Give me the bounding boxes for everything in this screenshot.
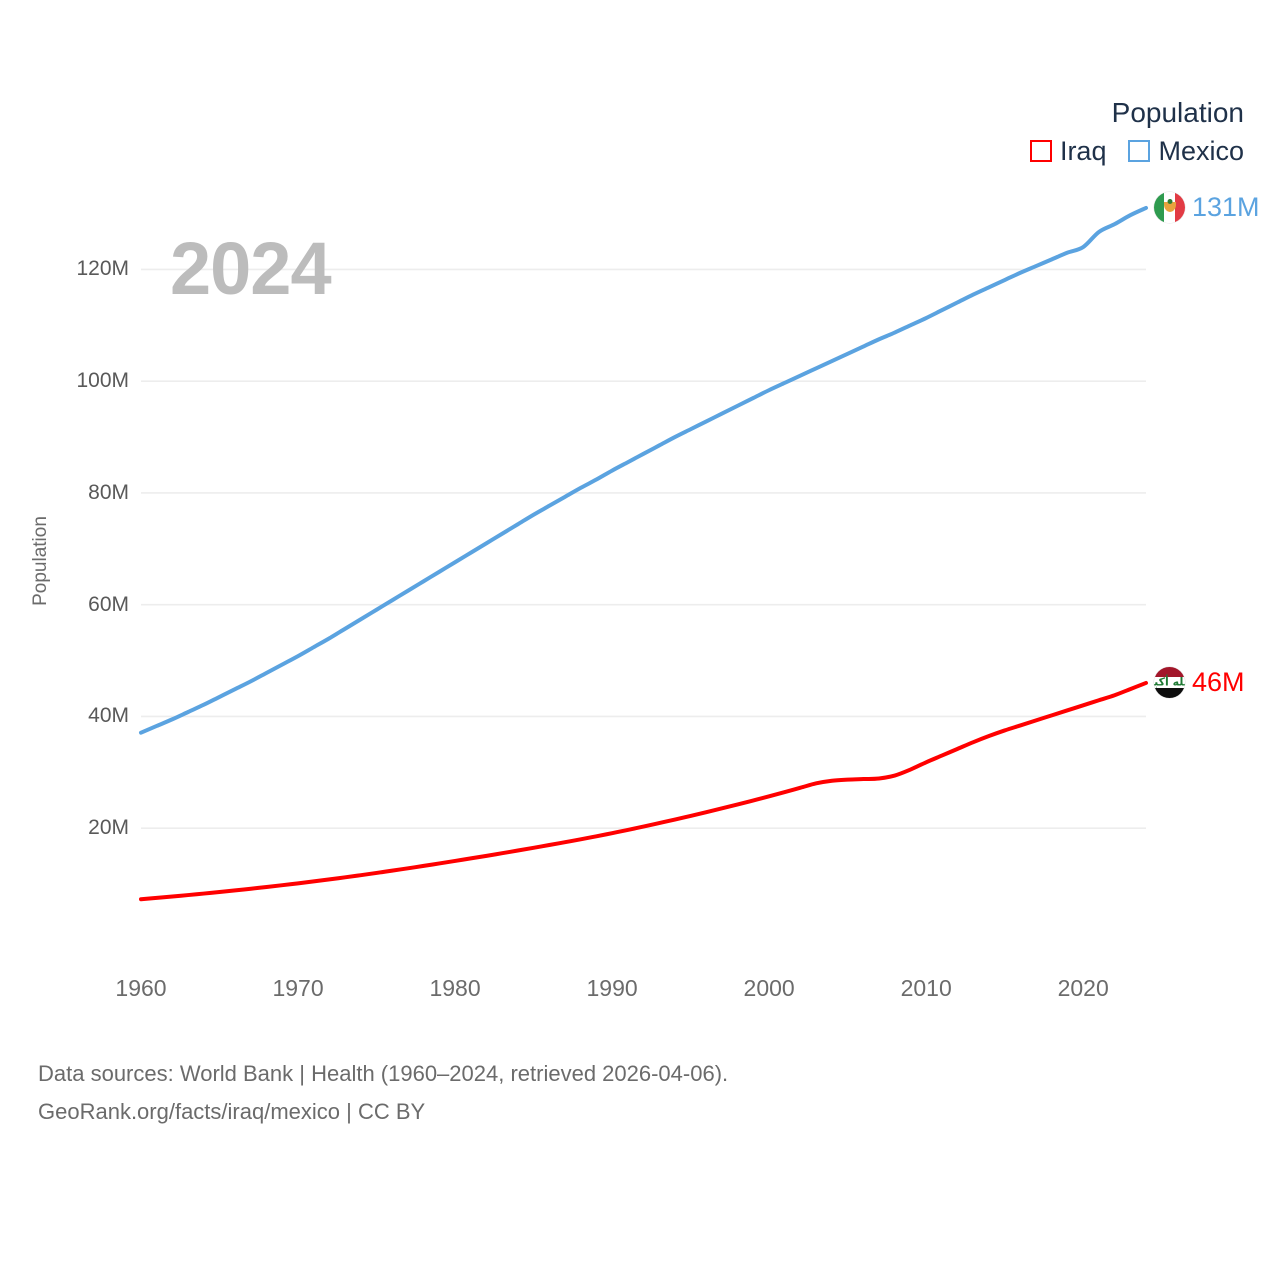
x-tick-label: 2000 [743,975,795,1001]
iraq-flag-icon: الله أكبر [1154,666,1185,698]
legend-swatch-iraq [1029,140,1052,163]
legend-label-iraq: Iraq [1059,135,1107,166]
x-tick-label: 1980 [429,975,481,1001]
legend-items: Iraq Mexico [1029,135,1244,166]
y-tick-label: 60M [88,592,129,616]
x-tick-label: 2020 [1057,975,1109,1001]
x-tick-label: 1970 [272,975,324,1001]
y-tick-label: 100M [76,369,129,393]
endpoint-value-iraq: 46M [1192,666,1245,697]
endpoint-value-mexico: 131M [1192,191,1260,222]
endpoint-iraq: الله أكبر 46M [1154,666,1245,698]
gridlines [141,268,1146,830]
line-series-mexico [139,205,1148,735]
legend: Population Iraq Mexico [1029,96,1244,166]
x-tick-label: 1960 [115,975,167,1001]
x-tick-label: 2010 [900,975,952,1001]
footer: Data sources: World Bank | Health (1960–… [38,1055,728,1130]
legend-label-mexico: Mexico [1158,135,1244,166]
legend-swatch-mexico [1128,140,1151,163]
mexico-flag-icon [1154,191,1185,223]
y-tick-label: 120M [76,257,129,281]
endpoint-mexico: 131M [1154,191,1260,223]
y-tick-label: 40M [88,704,129,728]
footer-line-attribution[interactable]: GeoRank.org/facts/iraq/mexico | CC BY [38,1098,426,1124]
year-watermark: 2024 [170,227,332,310]
footer-line-sources: Data sources: World Bank | Health (1960–… [38,1061,729,1087]
x-tick-label: 1990 [586,975,638,1001]
y-tick-label: 20M [88,816,129,840]
line-series-iraq [139,680,1148,902]
legend-item-iraq[interactable]: Iraq [1029,135,1107,166]
legend-title: Population [1111,97,1244,128]
y-axis-title: Population [29,516,51,606]
legend-item-mexico[interactable]: Mexico [1128,135,1244,166]
y-tick-label: 80M [88,480,129,504]
